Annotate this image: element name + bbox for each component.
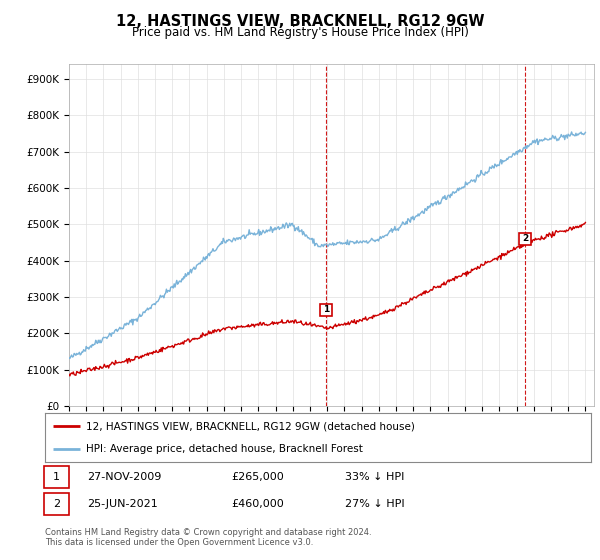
Text: HPI: Average price, detached house, Bracknell Forest: HPI: Average price, detached house, Brac… bbox=[86, 444, 363, 454]
Text: 25-JUN-2021: 25-JUN-2021 bbox=[87, 499, 158, 509]
Text: 2: 2 bbox=[53, 499, 60, 509]
Text: 27% ↓ HPI: 27% ↓ HPI bbox=[345, 499, 404, 509]
Text: 12, HASTINGS VIEW, BRACKNELL, RG12 9GW (detached house): 12, HASTINGS VIEW, BRACKNELL, RG12 9GW (… bbox=[86, 421, 415, 431]
Text: 33% ↓ HPI: 33% ↓ HPI bbox=[345, 472, 404, 482]
Text: £460,000: £460,000 bbox=[231, 499, 284, 509]
Text: 2: 2 bbox=[522, 234, 528, 244]
Text: Price paid vs. HM Land Registry's House Price Index (HPI): Price paid vs. HM Land Registry's House … bbox=[131, 26, 469, 39]
Text: Contains HM Land Registry data © Crown copyright and database right 2024.
This d: Contains HM Land Registry data © Crown c… bbox=[45, 528, 371, 547]
Text: 1: 1 bbox=[53, 472, 60, 482]
Text: 1: 1 bbox=[323, 305, 329, 314]
Text: 27-NOV-2009: 27-NOV-2009 bbox=[87, 472, 161, 482]
Text: 12, HASTINGS VIEW, BRACKNELL, RG12 9GW: 12, HASTINGS VIEW, BRACKNELL, RG12 9GW bbox=[116, 14, 484, 29]
Text: £265,000: £265,000 bbox=[231, 472, 284, 482]
